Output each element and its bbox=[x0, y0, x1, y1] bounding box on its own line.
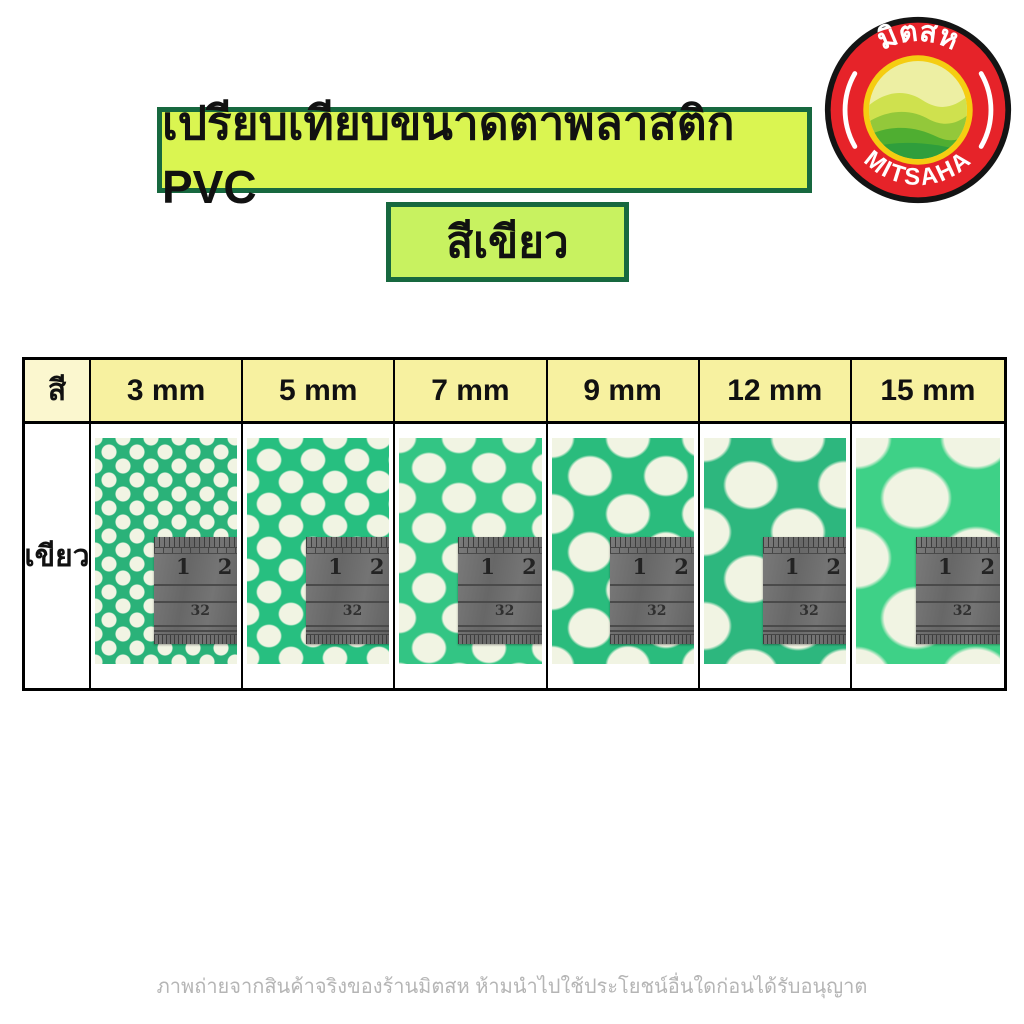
ruler: 1 2 32 bbox=[915, 537, 1000, 644]
mesh-cell-9-mm: 1 2 32 bbox=[547, 424, 700, 688]
column-header-9-mm: 9 mm bbox=[547, 360, 700, 424]
ruler-bottom-ticks bbox=[306, 634, 390, 644]
ruler-top-subticks bbox=[458, 546, 542, 555]
page-title: เปรียบเทียบขนาดตาพลาสติก PVC bbox=[162, 96, 735, 213]
mesh-photo-15-mm: 1 2 32 bbox=[855, 438, 1000, 664]
ruler: 1 2 32 bbox=[762, 537, 846, 644]
ruler-mark-1: 1 bbox=[328, 554, 343, 580]
ruler-line bbox=[458, 601, 542, 604]
ruler-mark-2: 2 bbox=[369, 554, 385, 580]
ruler-line bbox=[610, 624, 694, 627]
mesh-cell-12-mm: 1 2 32 bbox=[699, 424, 852, 688]
ruler-line bbox=[153, 584, 238, 587]
footer-disclaimer: ภาพถ่ายจากสินค้าจริงของร้านมิตสห ห้ามนำไ… bbox=[156, 976, 868, 998]
ruler-mark-32: 32 bbox=[494, 603, 515, 620]
ruler-line bbox=[306, 601, 390, 604]
subtitle-banner: สีเขียว bbox=[386, 202, 629, 282]
row-label-green: เขียว bbox=[24, 424, 91, 688]
mesh-cell-3-mm: 1 2 32 bbox=[91, 424, 244, 688]
ruler-line bbox=[610, 601, 694, 604]
ruler-mark-32: 32 bbox=[190, 603, 211, 620]
ruler-top-subticks bbox=[153, 546, 238, 555]
column-header-12-mm: 12 mm bbox=[699, 360, 852, 424]
size-comparison-table: สี 3 mm 5 mm 7 mm 9 mm 12 mm 15 mm เขียว 1 2 32… bbox=[22, 357, 1007, 691]
ruler-mark-32: 32 bbox=[647, 603, 667, 620]
ruler-line bbox=[153, 629, 238, 632]
ruler-mark-32: 32 bbox=[952, 603, 973, 620]
ruler-top-subticks bbox=[915, 546, 1000, 555]
ruler-line bbox=[610, 629, 694, 632]
column-header-color: สี bbox=[25, 360, 91, 424]
ruler-line bbox=[915, 624, 1000, 627]
ruler: 1 2 32 bbox=[306, 537, 390, 644]
ruler-line bbox=[915, 601, 1000, 604]
ruler-bottom-ticks bbox=[458, 634, 542, 644]
logo-right-arc bbox=[978, 71, 994, 149]
ruler-mark-1: 1 bbox=[937, 554, 953, 580]
ruler-line bbox=[458, 584, 542, 587]
ruler-line bbox=[458, 624, 542, 627]
ruler-mark-1: 1 bbox=[632, 554, 648, 580]
mesh-photo-5-mm: 1 2 32 bbox=[247, 438, 390, 664]
ruler-line bbox=[153, 601, 238, 604]
mesh-photo-3-mm: 1 2 32 bbox=[95, 438, 238, 664]
ruler-line bbox=[762, 601, 846, 604]
ruler-mark-1: 1 bbox=[784, 554, 800, 580]
column-header-5-mm: 5 mm bbox=[243, 360, 396, 424]
ruler-line bbox=[610, 584, 694, 587]
ruler-line bbox=[306, 624, 390, 627]
ruler-mark-2: 2 bbox=[522, 554, 537, 580]
ruler-mark-32: 32 bbox=[342, 603, 363, 620]
ruler-line bbox=[306, 584, 390, 587]
ruler: 1 2 32 bbox=[610, 537, 694, 644]
ruler-line bbox=[762, 584, 846, 587]
ruler-line bbox=[762, 624, 846, 627]
mesh-cell-5-mm: 1 2 32 bbox=[243, 424, 396, 688]
logo-left-arc bbox=[842, 71, 858, 149]
ruler: 1 2 32 bbox=[153, 537, 238, 644]
ruler-mark-2: 2 bbox=[980, 554, 996, 580]
ruler-mark-2: 2 bbox=[674, 554, 689, 580]
subtitle-label: สีเขียว bbox=[446, 218, 569, 267]
ruler-line bbox=[762, 629, 846, 632]
ruler-line bbox=[915, 584, 1000, 587]
column-header-3-mm: 3 mm bbox=[91, 360, 244, 424]
ruler-bottom-ticks bbox=[610, 634, 694, 644]
ruler-bottom-ticks bbox=[762, 634, 846, 644]
ruler-mark-32: 32 bbox=[799, 603, 819, 620]
mesh-photo-12-mm: 1 2 32 bbox=[703, 438, 846, 664]
ruler-bottom-ticks bbox=[915, 634, 1000, 644]
ruler-top-subticks bbox=[306, 546, 390, 555]
column-header-7-mm: 7 mm bbox=[395, 360, 548, 424]
ruler-mark-1: 1 bbox=[176, 554, 191, 580]
brand-logo-badge: มิตสห MITSAHA bbox=[824, 15, 1012, 204]
ruler-line bbox=[458, 629, 542, 632]
title-banner: เปรียบเทียบขนาดตาพลาสติก PVC bbox=[157, 97, 812, 213]
mesh-cell-7-mm: 1 2 32 bbox=[395, 424, 548, 688]
ruler-bottom-ticks bbox=[153, 634, 238, 644]
ruler-top-subticks bbox=[762, 546, 846, 555]
ruler: 1 2 32 bbox=[458, 537, 542, 644]
brand-logo: มิตสห MITSAHA bbox=[822, 14, 1014, 206]
ruler-mark-2: 2 bbox=[826, 554, 842, 580]
column-header-15-mm: 15 mm bbox=[851, 360, 1004, 424]
mesh-cell-15-mm: 1 2 32 bbox=[851, 424, 1004, 688]
mesh-photo-9-mm: 1 2 32 bbox=[551, 438, 694, 664]
ruler-top-subticks bbox=[610, 546, 694, 555]
ruler-mark-1: 1 bbox=[480, 554, 495, 580]
logo-hills-illustration bbox=[869, 61, 967, 159]
ruler-mark-2: 2 bbox=[217, 554, 233, 580]
ruler-line bbox=[915, 629, 1000, 632]
mesh-photo-7-mm: 1 2 32 bbox=[399, 438, 542, 664]
ruler-line bbox=[306, 629, 390, 632]
ruler-line bbox=[153, 624, 238, 627]
